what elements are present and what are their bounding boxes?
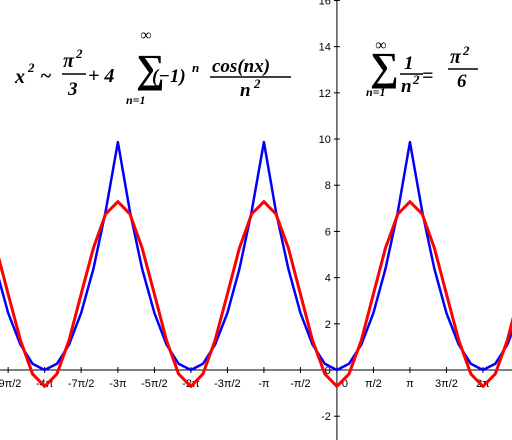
y-tick-label: 14 [319,42,331,54]
formula-text: 2 [412,72,420,87]
formula-text: ∞ [375,37,386,54]
x-tick-label: π [406,378,414,390]
x-tick-label: -3π/2 [214,378,241,390]
formula-text: 6 [457,71,467,92]
formula-text: 2 [253,76,261,91]
formula-text: 1 [404,53,414,74]
formula-text: n=1 [126,93,146,107]
y-tick-label: 0 [325,365,331,377]
y-tick-label: 2 [325,319,331,331]
formula-text: ∑ [136,46,165,91]
y-tick-label: 8 [325,180,331,192]
formula-text: 2 [462,43,470,58]
x-tick-label: -π/2 [290,378,310,390]
formula-text: π [450,46,462,68]
y-tick-label: 10 [319,134,331,146]
x-tick-label: 3π/2 [435,378,458,390]
y-tick-label: 6 [325,226,331,238]
x-tick-label: -9π/2 [0,378,21,390]
x-tick-label: π/2 [365,378,382,390]
y-tick-label: 12 [319,88,331,100]
x-tick-label: -5π/2 [141,378,168,390]
curve [0,200,512,388]
formula-text: n [401,76,412,97]
formula-text: = [422,65,433,87]
x-tick-label: -π [258,378,270,390]
formula-text: ~ [40,65,51,87]
y-tick-label: -2 [321,411,331,423]
formula-text: (−1) [152,66,186,87]
formula-text: ∞ [140,27,151,44]
formula-text: π [63,50,75,72]
plot-area [0,140,512,388]
y-tick-label: 4 [325,273,331,285]
formula-text: n [240,80,251,101]
x-tick-label: 0 [342,378,348,390]
formula-text: n [192,60,199,75]
formula-text: cos(nx) [212,56,270,77]
formula-text: 2 [27,60,35,75]
formula-text: 3 [67,79,78,100]
x-tick-label: -3π [109,378,127,390]
formula-text: 2 [75,46,83,61]
x-tick-label: -7π/2 [68,378,95,390]
formula-text: x [14,66,25,88]
formula-text: + 4 [88,65,114,87]
curve [0,140,512,372]
formula-text: n=1 [366,85,386,99]
y-tick-label: 16 [319,0,331,7]
formula-text: ∑ [370,44,399,89]
